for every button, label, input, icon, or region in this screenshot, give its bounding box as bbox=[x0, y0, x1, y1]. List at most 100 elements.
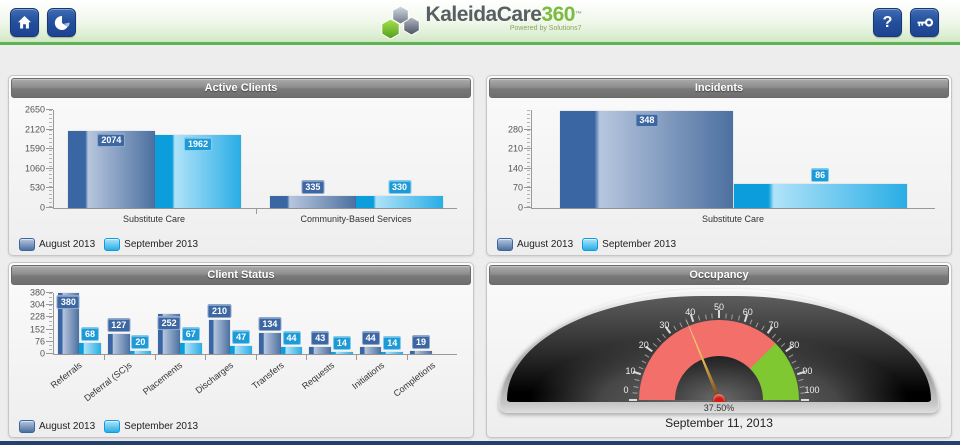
y-tick-mark bbox=[524, 167, 531, 169]
y-tick-mark bbox=[46, 187, 53, 189]
gauge-face: 0 10 20 30 40 50 60 70 80 90 100 bbox=[507, 296, 931, 402]
gauge-minor-tick bbox=[662, 333, 667, 338]
bar: 210 bbox=[207, 304, 231, 354]
bar: 1962 bbox=[154, 135, 242, 208]
y-tick-label: 380 bbox=[29, 287, 45, 298]
gauge-date-label: September 11, 2013 bbox=[665, 416, 773, 430]
y-tick-mark bbox=[46, 316, 53, 318]
y-tick-mark bbox=[46, 128, 53, 130]
gauge-tick-label: 100 bbox=[804, 385, 820, 395]
legend-item: August 2013 bbox=[497, 238, 573, 251]
panel-occupancy: Occupancy 0 10 20 30 40 50 60 70 80 90 100 37.50% … bbox=[486, 262, 952, 438]
bar: 44 bbox=[359, 330, 382, 354]
bar: 330 bbox=[356, 179, 443, 208]
x-axis-label: Community-Based Services bbox=[300, 214, 412, 224]
bar: 380 bbox=[56, 293, 80, 354]
y-tick-label: 304 bbox=[29, 299, 45, 310]
gauge-tick-label: 30 bbox=[659, 319, 670, 330]
bar-value-label: 330 bbox=[388, 179, 412, 194]
bar: 20 bbox=[129, 334, 152, 354]
plot-area: 0 76 152 228 304 380 380 68 127 20 252 67 210 47 134 44… bbox=[30, 288, 457, 360]
x-axis-labels: Substitute Care bbox=[531, 211, 935, 229]
y-tick-label: 0 bbox=[517, 202, 523, 213]
x-axis-label: Requests bbox=[299, 360, 336, 392]
legend-label: August 2013 bbox=[517, 239, 574, 250]
bar: 252 bbox=[157, 313, 181, 354]
y-tick-label: 1060 bbox=[24, 163, 45, 174]
occupancy-gauge: 0 10 20 30 40 50 60 70 80 90 100 bbox=[499, 289, 939, 413]
app-logo: KaleidaCare360™ Powered by Solutions7 bbox=[379, 3, 582, 42]
y-tick-mark bbox=[46, 292, 53, 293]
y-tick-mark bbox=[524, 187, 531, 189]
gauge-minor-tick bbox=[644, 354, 650, 358]
y-tick-label: 228 bbox=[29, 311, 45, 322]
gauge-tick-label: 70 bbox=[768, 319, 779, 330]
bar-group: 252 67 bbox=[155, 293, 205, 354]
bar-value-label: 44 bbox=[361, 330, 380, 345]
bar: 86 bbox=[733, 167, 907, 208]
top-toolbar: KaleidaCare360™ Powered by Solutions7 ? bbox=[0, 0, 960, 45]
logo-hexagons-icon bbox=[381, 5, 420, 40]
bar-group: 127 20 bbox=[104, 293, 154, 354]
bottom-bar bbox=[0, 441, 960, 445]
y-tick-mark bbox=[46, 207, 53, 208]
gauge-minor-tick bbox=[791, 360, 797, 364]
bar: 14 bbox=[331, 335, 353, 354]
home-button[interactable] bbox=[10, 8, 39, 37]
bar: 2074 bbox=[68, 131, 155, 208]
y-tick-mark bbox=[46, 109, 53, 110]
gauge-major-tick bbox=[629, 399, 637, 401]
y-tick-label: 2650 bbox=[24, 104, 45, 115]
legend-label: August 2013 bbox=[39, 239, 96, 250]
bar: 14 bbox=[381, 335, 404, 354]
bar-group: 44 14 bbox=[356, 293, 406, 354]
help-button[interactable]: ? bbox=[873, 8, 902, 37]
gauge-minor-tick bbox=[685, 319, 689, 325]
y-tick-label: 280 bbox=[507, 124, 523, 135]
legend-swatch bbox=[19, 420, 35, 433]
panel-incidents: Incidents 0 70 140 210 280 348 86 Substitute C… bbox=[486, 75, 952, 256]
bar-group: 2074 1962 bbox=[54, 110, 256, 208]
gauge-value-label: 37.50% bbox=[703, 403, 735, 413]
gauge-tick-label: 0 bbox=[623, 385, 629, 395]
legend-item: September 2013 bbox=[582, 238, 676, 251]
legend-label: August 2013 bbox=[39, 421, 96, 432]
reports-button[interactable] bbox=[47, 8, 76, 37]
bar-value-label: 20 bbox=[131, 334, 150, 349]
bar: 47 bbox=[230, 330, 252, 354]
y-tick-mark bbox=[46, 148, 53, 150]
plot-area: 0 530 1060 1590 2120 2650 2074 1962 335 330 bbox=[25, 105, 457, 214]
x-axis-label: Substitute Care bbox=[122, 214, 186, 224]
y-tick-mark bbox=[524, 128, 531, 130]
bar-value-label: 380 bbox=[56, 295, 80, 309]
gauge-minor-tick bbox=[711, 313, 714, 319]
gauge-minor-tick bbox=[679, 322, 683, 328]
legend-swatch bbox=[497, 238, 513, 251]
legend-swatch bbox=[582, 238, 599, 251]
logo-brand: KaleidaCare bbox=[425, 3, 542, 26]
panel-client-status: Client Status 0 76 152 228 304 380 380 68 127 20 2… bbox=[8, 262, 474, 438]
gauge-major-tick bbox=[718, 310, 720, 318]
x-tick-mark bbox=[406, 354, 408, 360]
logo-text: KaleidaCare360™ Powered by Solutions7 bbox=[426, 3, 582, 32]
bar-group: 348 86 bbox=[532, 110, 935, 208]
logo-suffix: 360 bbox=[541, 3, 575, 26]
bar-value-label: 348 bbox=[635, 112, 659, 127]
y-tick-label: 76 bbox=[34, 336, 45, 347]
gauge-minor-tick bbox=[749, 319, 753, 325]
x-tick-mark bbox=[305, 354, 307, 360]
panel-active-clients: Active Clients 0 530 1060 1590 2120 2650 2074 1… bbox=[8, 75, 474, 256]
gauge-major-tick bbox=[801, 399, 809, 401]
bar-group: 380 68 bbox=[54, 293, 104, 354]
logout-key-button[interactable] bbox=[910, 8, 939, 37]
gauge-tick-label: 60 bbox=[742, 306, 753, 317]
chart-legend: August 2013 September 2013 bbox=[19, 238, 198, 251]
bar-group: 43 14 bbox=[306, 293, 356, 354]
y-tick-mark bbox=[524, 148, 531, 150]
x-axis-labels: Substitute Care Community-Based Services bbox=[53, 211, 457, 229]
x-axis-label: Completions bbox=[391, 360, 437, 399]
legend-label: September 2013 bbox=[602, 239, 677, 250]
bar-value-label: 14 bbox=[383, 335, 402, 350]
bar: 67 bbox=[179, 327, 202, 354]
gauge-minor-tick bbox=[771, 333, 776, 338]
